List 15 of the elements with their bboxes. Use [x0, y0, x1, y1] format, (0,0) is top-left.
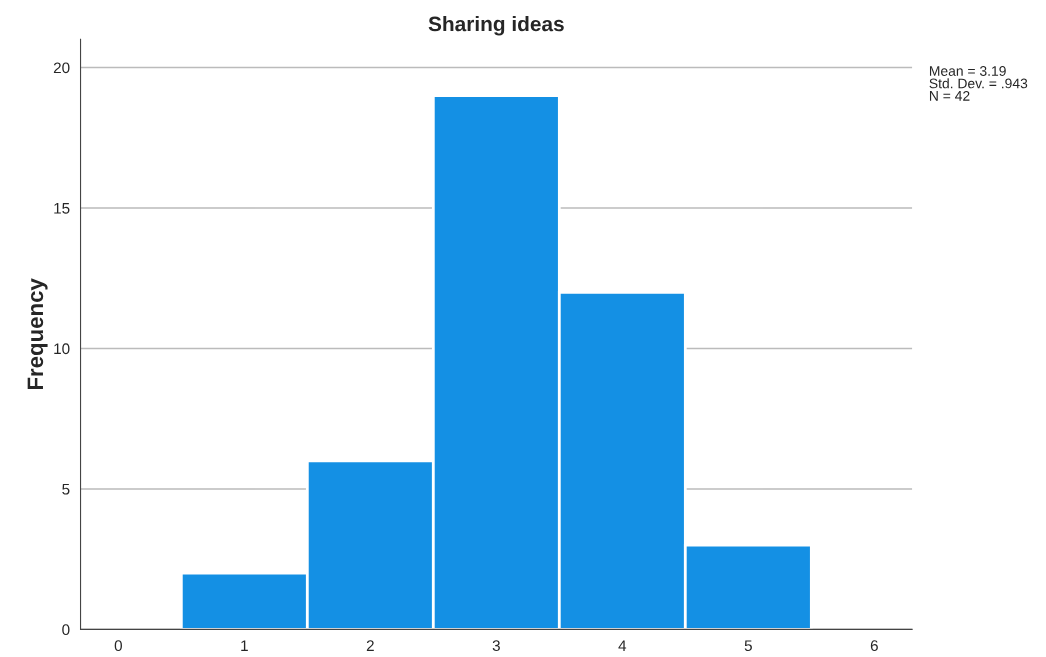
x-tick-label: 2: [366, 640, 374, 651]
text: Mean = 3.19 Std. Dev. = .943 N = 42: [929, 66, 1028, 101]
y-tick-label: 20: [53, 62, 70, 74]
x-tick-label: 3: [492, 640, 500, 652]
x-tick-label: 6: [870, 640, 878, 652]
y-tick-label: 15: [54, 203, 70, 214]
y-axis-title: Frequency: [27, 278, 48, 390]
chart-title: Sharing ideas: [428, 15, 564, 36]
x-tick-label: 4: [618, 640, 627, 651]
x-tick-label: 1: [241, 640, 248, 651]
y-tick-label: 5: [62, 483, 70, 495]
x-tick-label: 0: [114, 640, 122, 652]
y-tick-label: 10: [54, 343, 70, 355]
y-tick-label: 0: [62, 624, 70, 636]
x-tick-label: 5: [744, 640, 752, 652]
